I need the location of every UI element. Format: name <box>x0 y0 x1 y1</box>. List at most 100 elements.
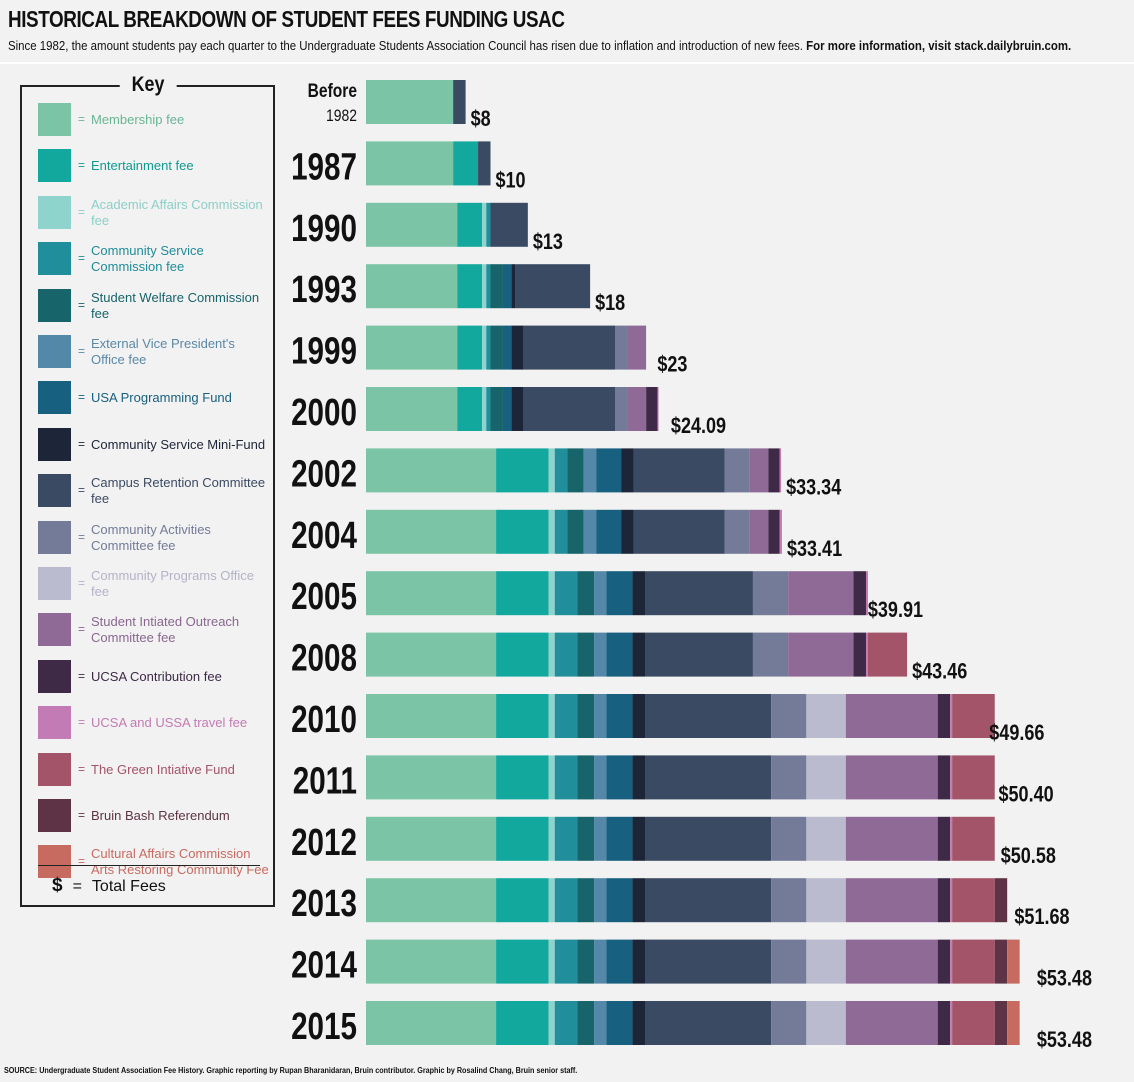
bar-segment <box>490 325 503 370</box>
bar-segment <box>788 632 854 677</box>
total-label: $10 <box>496 169 526 193</box>
legend-swatch <box>38 845 71 879</box>
bar-segment <box>645 694 772 738</box>
bar-segment <box>645 571 753 616</box>
bar-segment <box>937 939 951 984</box>
bar-segment <box>577 694 595 738</box>
bar-segment <box>594 755 607 800</box>
legend-label: Community Service Commission fee <box>91 243 204 275</box>
bar-row: 2000 $24.09 <box>291 387 726 438</box>
bar-segment <box>645 878 772 923</box>
bar-segment <box>594 1001 607 1045</box>
bar-segment <box>952 816 995 861</box>
legend-total-equals: = <box>72 878 82 895</box>
legend-item: = Community Service Mini-Fund <box>38 427 268 462</box>
bar-row: 1987 $10 <box>291 141 526 193</box>
bar-segment <box>366 878 497 923</box>
total-label: $18 <box>595 292 625 316</box>
total-label: $23 <box>657 353 687 377</box>
bar-segment <box>490 202 528 247</box>
bar-segment <box>632 694 645 738</box>
total-label: $53.48 <box>1037 967 1092 991</box>
bar-segment <box>771 878 807 923</box>
bar-segment <box>482 264 487 309</box>
bar-row: 2014 $53.48 <box>291 939 1092 991</box>
bar-segment <box>548 694 555 738</box>
legend-swatch <box>38 149 71 183</box>
bar-segment <box>596 448 622 493</box>
bar-segment <box>554 755 578 800</box>
bar-segment <box>952 755 995 800</box>
bar-row: 2002 $33.34 <box>291 448 842 500</box>
legend-item: = Student Intiated Outreach Committee fee <box>38 613 268 647</box>
bar-segment <box>594 939 607 984</box>
legend-swatch <box>38 567 71 600</box>
bar-segment <box>496 755 549 800</box>
total-label: $50.40 <box>998 783 1053 807</box>
bar-segment <box>496 509 549 554</box>
bar-segment <box>523 325 615 370</box>
bar-segment <box>867 632 908 677</box>
bar-segment <box>950 755 953 800</box>
bar-segment <box>567 509 584 554</box>
bar-segment <box>806 755 846 800</box>
bar-segment <box>594 816 607 861</box>
bar-segment <box>366 632 497 677</box>
header-divider <box>0 62 1134 64</box>
category-label: 1993 <box>291 269 357 311</box>
category-label: 2005 <box>291 576 357 618</box>
category-label: Before <box>308 80 358 102</box>
bar-segment <box>806 878 846 923</box>
bar-segment <box>496 878 549 923</box>
bar-segment <box>457 264 483 309</box>
bar-segment <box>482 325 487 370</box>
bar-segment <box>366 694 497 738</box>
bar-row: 2010 $49.66 <box>291 694 1044 745</box>
bar-segment <box>486 202 491 247</box>
legend-item: = The Green Intiative Fund <box>38 752 268 787</box>
bar-segment <box>1007 939 1020 984</box>
legend-equals: = <box>78 715 86 730</box>
bar-segment <box>724 448 750 493</box>
bar-row: 1993 $18 <box>291 264 625 316</box>
legend-equals: = <box>78 158 86 173</box>
bar-segment <box>645 1001 772 1045</box>
bar-segment <box>950 878 953 923</box>
bar-segment <box>937 1001 951 1045</box>
bar-segment <box>496 1001 549 1045</box>
bar-segment <box>523 387 615 431</box>
bar-segment <box>366 1001 497 1045</box>
legend-equals: = <box>78 808 86 822</box>
dollar-symbol: $ <box>52 875 63 896</box>
legend-item: = Community Programs Office fee <box>38 567 268 601</box>
bar-segment <box>633 448 725 493</box>
legend-swatch <box>38 335 71 368</box>
legend-equals: = <box>78 576 86 590</box>
bar-segment <box>606 1001 633 1045</box>
legend-label: Student Welfare Commission fee <box>91 289 260 321</box>
legend-divider <box>38 865 260 866</box>
bar-row: 2004 $33.41 <box>291 509 842 561</box>
legend-swatch <box>38 752 71 786</box>
bar-segment <box>366 939 497 984</box>
bar-segment <box>366 325 458 370</box>
legend-swatch <box>38 381 71 415</box>
bar-segment <box>937 816 951 861</box>
bar-segment <box>950 694 953 738</box>
total-label: $39.91 <box>868 599 923 623</box>
bar-segment <box>511 264 516 309</box>
total-label: $33.41 <box>787 537 842 561</box>
legend-item: = Entertainment fee <box>38 149 268 183</box>
legend-item: = Community Activities Committee fee <box>38 520 268 555</box>
legend-item: = Membership fee <box>38 103 268 137</box>
bar-segment <box>950 1001 953 1045</box>
legend-item: = Academic Affairs Commission fee <box>38 195 268 230</box>
legend-swatch <box>38 103 71 136</box>
bar-row: Before 1982 $8 <box>308 80 491 132</box>
category-label: 2015 <box>291 1006 357 1048</box>
bar-row: 2008 $43.46 <box>291 632 967 684</box>
bar-segment <box>502 387 512 431</box>
bar-segment <box>657 387 659 431</box>
bar-segment <box>606 878 633 923</box>
bar-segment <box>457 325 483 370</box>
